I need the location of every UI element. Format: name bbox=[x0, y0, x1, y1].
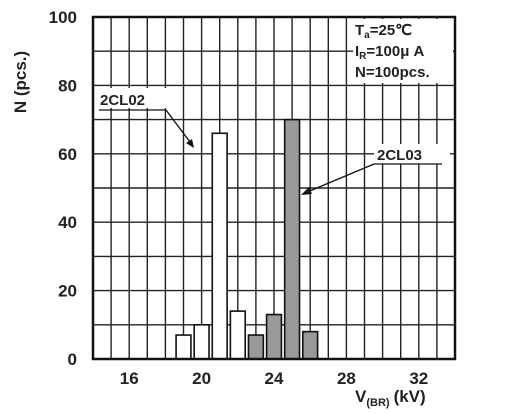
x-tick-label: 20 bbox=[192, 369, 211, 388]
conditions-box bbox=[353, 19, 453, 83]
x-axis-label: V(BR) (kV) bbox=[355, 387, 426, 409]
bar-2cl03-23kv bbox=[247, 334, 265, 360]
label-bg-2cl03 bbox=[374, 144, 450, 164]
series-label-2cl02: 2CL02 bbox=[100, 92, 145, 109]
leader-line-2cl02 bbox=[165, 109, 194, 147]
x-tick-label: 16 bbox=[120, 369, 139, 388]
y-tick-label: 100 bbox=[49, 8, 77, 27]
series-label-2cl03: 2CL03 bbox=[377, 147, 422, 164]
bar-2cl03-26kv bbox=[301, 330, 319, 360]
x-tick-label: 24 bbox=[265, 369, 284, 388]
leader-line-2cl03 bbox=[304, 163, 375, 194]
grid bbox=[93, 17, 455, 359]
y-tick-label: 20 bbox=[58, 282, 77, 301]
sample-count-label: N=100pcs. bbox=[355, 64, 430, 81]
arrowhead-2cl02 bbox=[186, 139, 194, 148]
tick-labels: 0 20 40 60 80 100 16 20 24 28 32 bbox=[49, 8, 429, 388]
x-tick-label: 32 bbox=[409, 369, 428, 388]
label-bg-2cl02 bbox=[97, 88, 167, 108]
y-tick-label: 80 bbox=[58, 76, 77, 95]
x-tick-label: 28 bbox=[337, 369, 356, 388]
ambient-temperature-label: Ta=25℃ bbox=[355, 22, 412, 41]
bar-2cl02-19kv bbox=[175, 334, 192, 360]
bar-2cl03-24kv bbox=[265, 313, 283, 360]
bar-2cl02-22kv bbox=[229, 310, 247, 360]
arrowhead-2cl03 bbox=[301, 187, 312, 195]
plot-frame bbox=[91, 15, 457, 361]
bars bbox=[175, 118, 319, 360]
bar-2cl02-20kv bbox=[193, 323, 210, 360]
bar-2cl03-25kv bbox=[283, 118, 301, 360]
y-tick-label: 60 bbox=[58, 145, 77, 164]
y-tick-label: 40 bbox=[58, 213, 77, 232]
y-axis-label: N (pcs.) bbox=[11, 51, 30, 113]
y-tick-label: 0 bbox=[68, 350, 77, 369]
reverse-current-label: IR=100μ A bbox=[355, 43, 425, 62]
bar-2cl02-21kv bbox=[211, 132, 228, 360]
